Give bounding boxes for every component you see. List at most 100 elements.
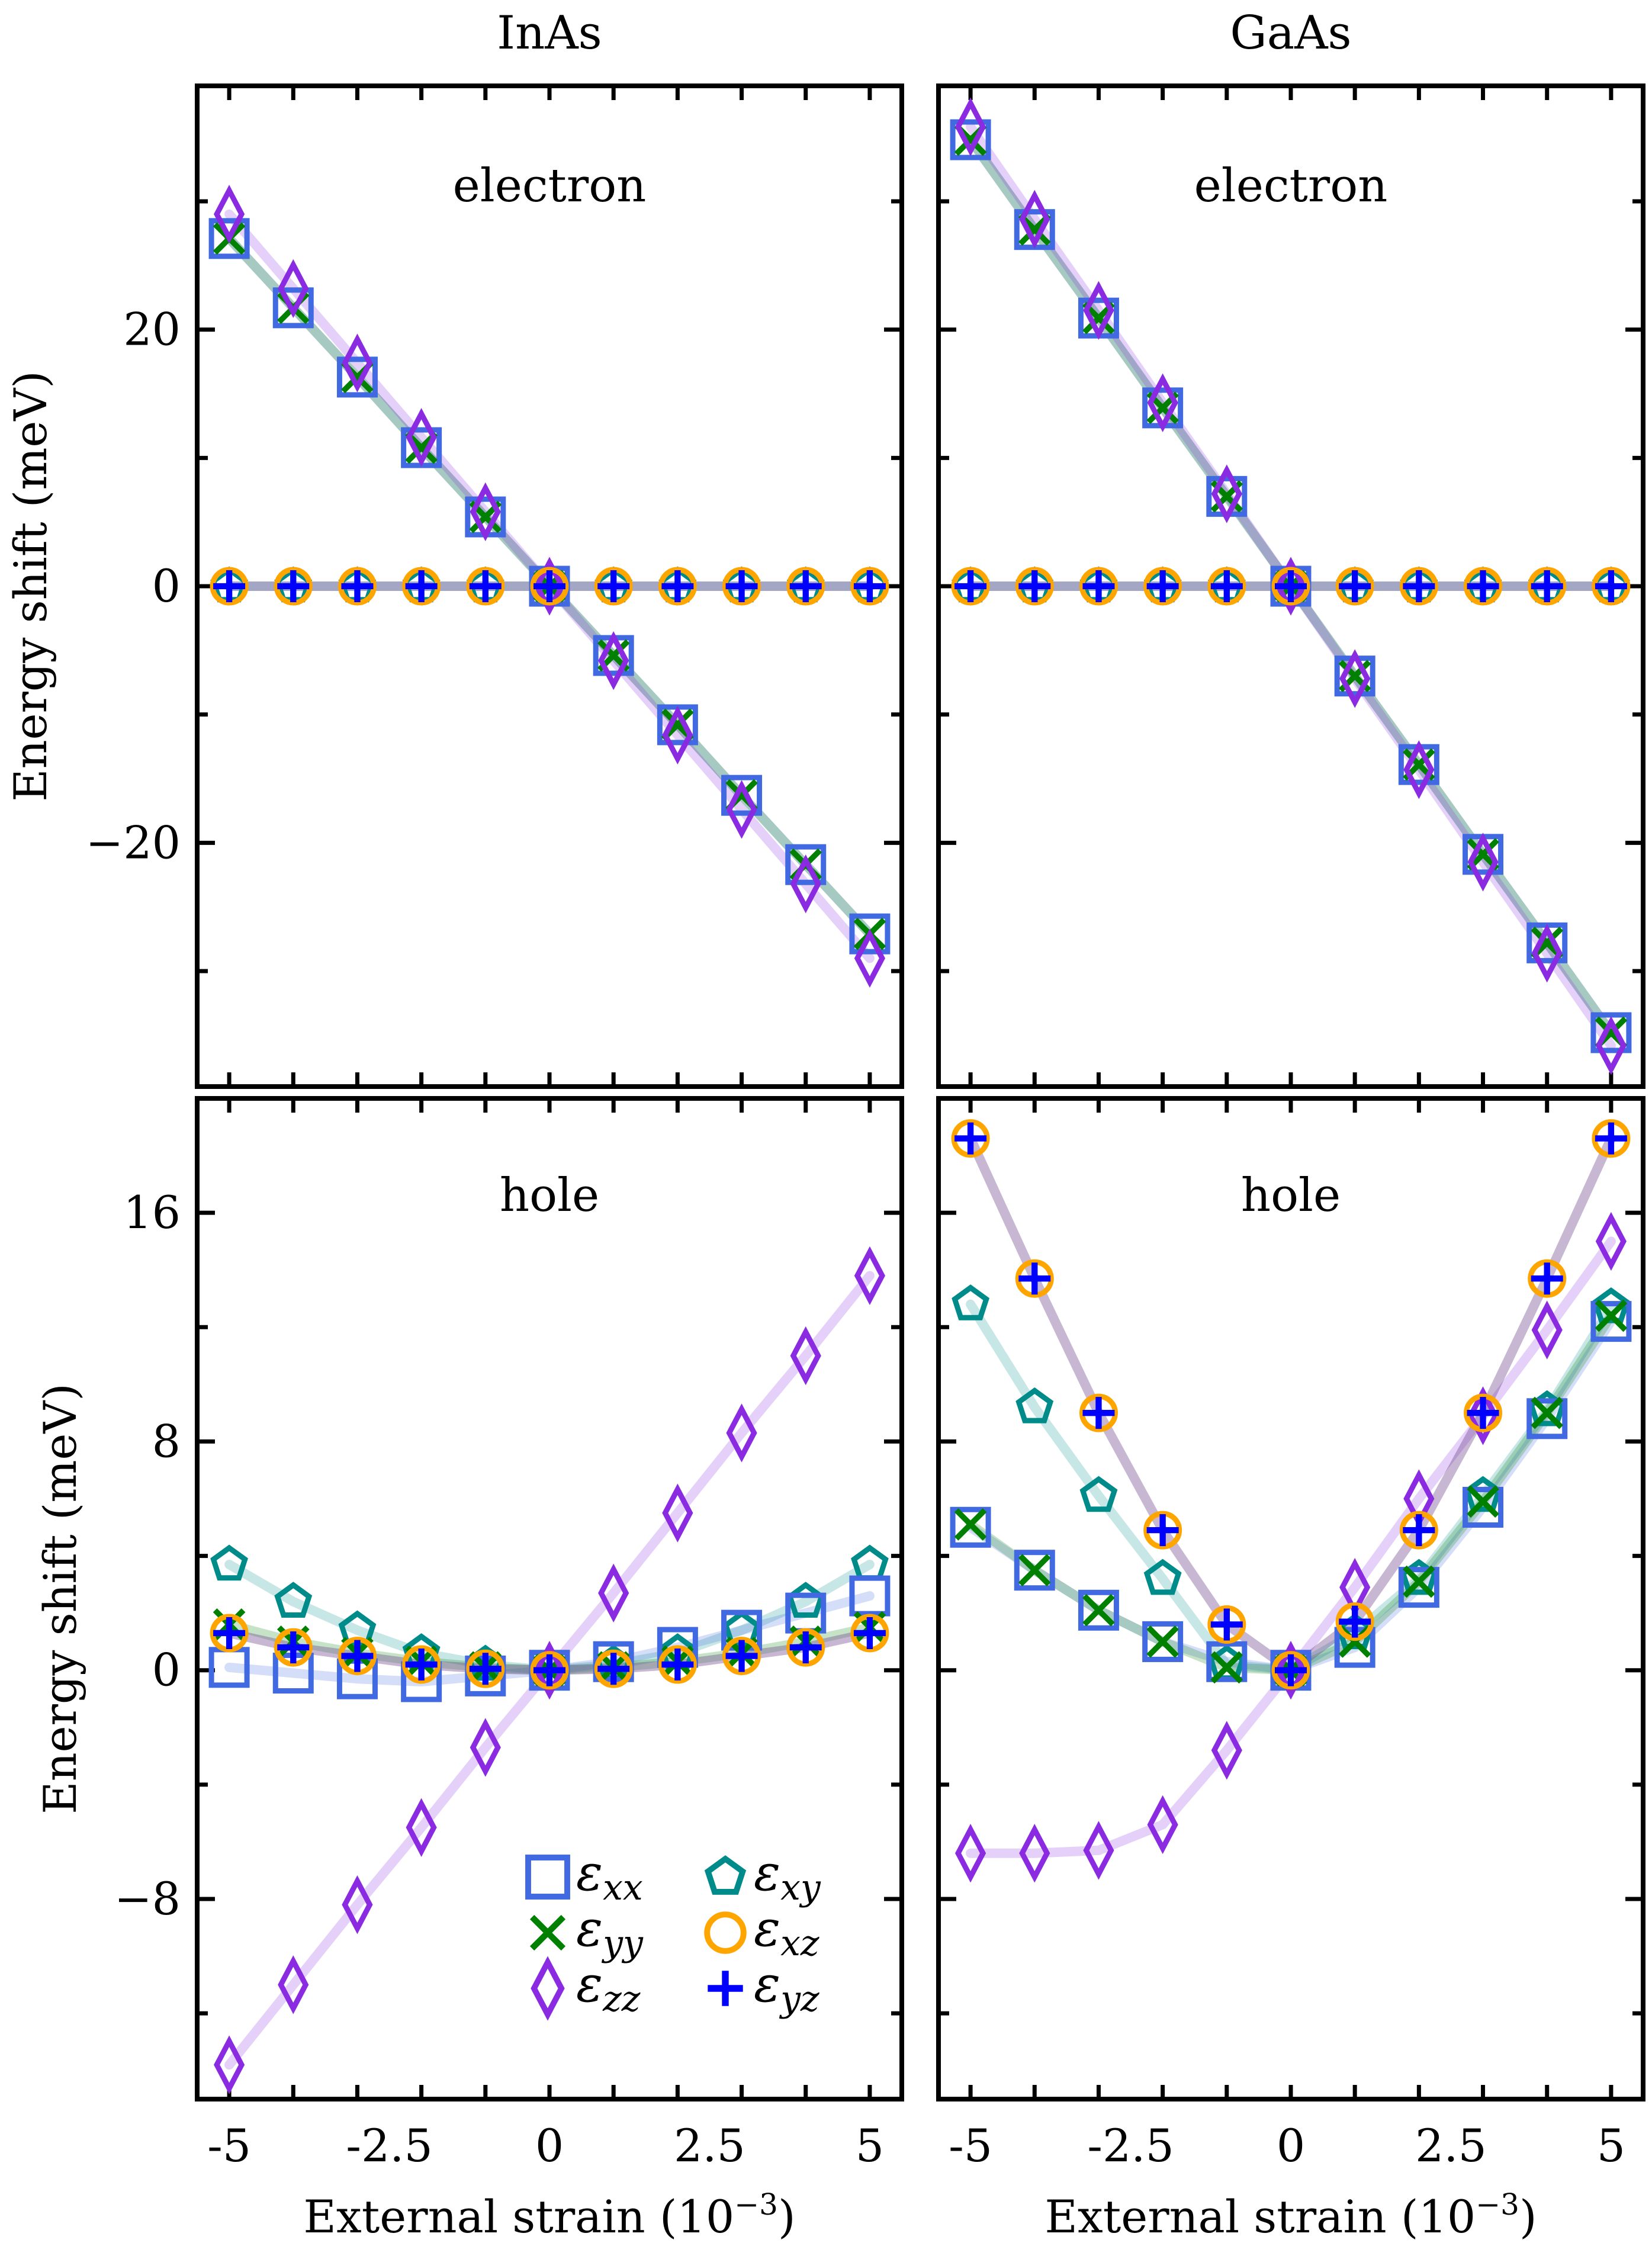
column-title-gaas: GaAs bbox=[1230, 7, 1351, 60]
point-ezz bbox=[1083, 281, 1114, 340]
point-ezz bbox=[1083, 1821, 1114, 1880]
point-exz bbox=[786, 567, 825, 606]
point-exy bbox=[210, 1544, 248, 1581]
point-exz bbox=[338, 1637, 377, 1676]
x-tick-label: 2.5 bbox=[1415, 2119, 1487, 2172]
series-markers-ezz bbox=[214, 184, 885, 988]
point-eyz bbox=[1403, 1514, 1435, 1547]
point-ezz bbox=[533, 557, 565, 616]
series-markers-eyy bbox=[954, 1299, 1628, 1687]
point-ezz bbox=[662, 1483, 693, 1543]
point-exz bbox=[594, 567, 633, 606]
point-eyz bbox=[405, 570, 438, 602]
point-exz bbox=[210, 1614, 249, 1653]
point-ezz bbox=[1019, 1824, 1050, 1883]
legend-label-eyy: εyy bbox=[576, 1900, 644, 1964]
point-exz bbox=[274, 1628, 313, 1667]
legend-label-eyz: εyz bbox=[754, 1955, 819, 2020]
point-eyz bbox=[1531, 570, 1563, 602]
legend: εxx εxy εyy εxz εzz εyz bbox=[525, 1844, 821, 2021]
point-eyz bbox=[213, 570, 246, 602]
point-ezz bbox=[214, 2035, 245, 2094]
point-ezz bbox=[726, 1403, 757, 1463]
point-eyy bbox=[1531, 1396, 1564, 1429]
point-eyz bbox=[341, 570, 374, 602]
point-eyz bbox=[1210, 1608, 1243, 1641]
series-markers-eyz bbox=[213, 1617, 886, 1686]
point-eyz bbox=[725, 1640, 758, 1672]
point-ezz bbox=[1147, 373, 1178, 432]
point-exx bbox=[950, 119, 991, 160]
point-exy bbox=[1592, 1287, 1630, 1323]
series-markers-exz bbox=[951, 567, 1631, 606]
point-exz bbox=[402, 567, 441, 606]
legend-marker-exx bbox=[525, 1855, 570, 1900]
point-exx bbox=[272, 287, 314, 329]
y-tick-label: −8 bbox=[114, 1872, 181, 1925]
point-exx bbox=[1014, 1550, 1055, 1591]
point-eyz bbox=[853, 1617, 886, 1649]
series-markers-exy bbox=[952, 1284, 1630, 1686]
point-exz bbox=[658, 567, 697, 606]
point-exz bbox=[1271, 1651, 1310, 1690]
point-eyz bbox=[533, 1654, 565, 1686]
point-exx bbox=[950, 1506, 991, 1548]
point-eyz bbox=[1403, 570, 1435, 602]
point-eyy bbox=[1018, 1554, 1051, 1587]
point-exz bbox=[338, 567, 377, 606]
point-exx bbox=[849, 1575, 891, 1617]
panel-frame bbox=[936, 1096, 1645, 2101]
y-tick-label: 16 bbox=[123, 1186, 181, 1239]
point-exy bbox=[274, 1582, 313, 1618]
point-exz bbox=[402, 1645, 441, 1684]
point-exx bbox=[1078, 1589, 1119, 1631]
point-ezz bbox=[342, 1875, 373, 1935]
point-eyz bbox=[1467, 570, 1499, 602]
point-ezz bbox=[470, 1718, 501, 1777]
panel-label-hole: hole bbox=[500, 1169, 599, 1222]
panel-label-electron: electron bbox=[453, 159, 647, 213]
legend-item-exy: εxy bbox=[704, 1844, 821, 1908]
point-eyz bbox=[789, 570, 822, 602]
point-eyz bbox=[1339, 570, 1371, 602]
point-eyz bbox=[1531, 1262, 1563, 1295]
point-ezz bbox=[1467, 1386, 1499, 1445]
point-eyy bbox=[1595, 1299, 1628, 1332]
point-ezz bbox=[278, 1955, 309, 2014]
point-exx bbox=[336, 356, 378, 398]
point-exz bbox=[786, 1628, 825, 1667]
panel-frame bbox=[195, 1096, 904, 2101]
legend-label-exz: εxz bbox=[754, 1900, 819, 1964]
point-ezz bbox=[1211, 464, 1242, 523]
point-eyz bbox=[1082, 1397, 1115, 1429]
point-ezz bbox=[598, 631, 629, 690]
panel-gaas-hole: -5 -2.5 0 2.5 5 hole bbox=[936, 1096, 1645, 2172]
legend-label-exy: εxy bbox=[754, 1844, 821, 1908]
point-exx bbox=[785, 844, 827, 885]
point-eyz bbox=[661, 570, 694, 602]
series-line-ezz bbox=[966, 1236, 1616, 1858]
y-tick-label: 0 bbox=[152, 560, 181, 612]
point-eyz bbox=[1275, 1654, 1307, 1686]
point-eyz bbox=[1339, 1605, 1371, 1638]
x-tick-label: 0 bbox=[535, 2119, 564, 2172]
point-exx bbox=[1463, 1486, 1504, 1528]
point-exx bbox=[1590, 1012, 1632, 1053]
point-eyz bbox=[954, 570, 987, 602]
point-exy bbox=[1336, 1613, 1374, 1650]
point-exz bbox=[466, 1649, 505, 1688]
series-line-exy bbox=[966, 1299, 1616, 1675]
point-eyz bbox=[1082, 570, 1115, 602]
point-exx bbox=[1142, 1621, 1184, 1662]
point-ezz bbox=[1531, 1300, 1563, 1360]
panel-inas-electron: −20 0 20 electron bbox=[86, 83, 904, 1089]
series-markers-exz bbox=[951, 1119, 1631, 1690]
point-ezz bbox=[1339, 649, 1371, 708]
point-eyz bbox=[1146, 570, 1179, 602]
point-exz bbox=[1592, 1119, 1631, 1158]
point-eyz bbox=[1595, 1122, 1627, 1155]
point-ezz bbox=[1211, 1721, 1242, 1780]
point-exz bbox=[1335, 1602, 1374, 1641]
point-eyz bbox=[853, 570, 886, 602]
